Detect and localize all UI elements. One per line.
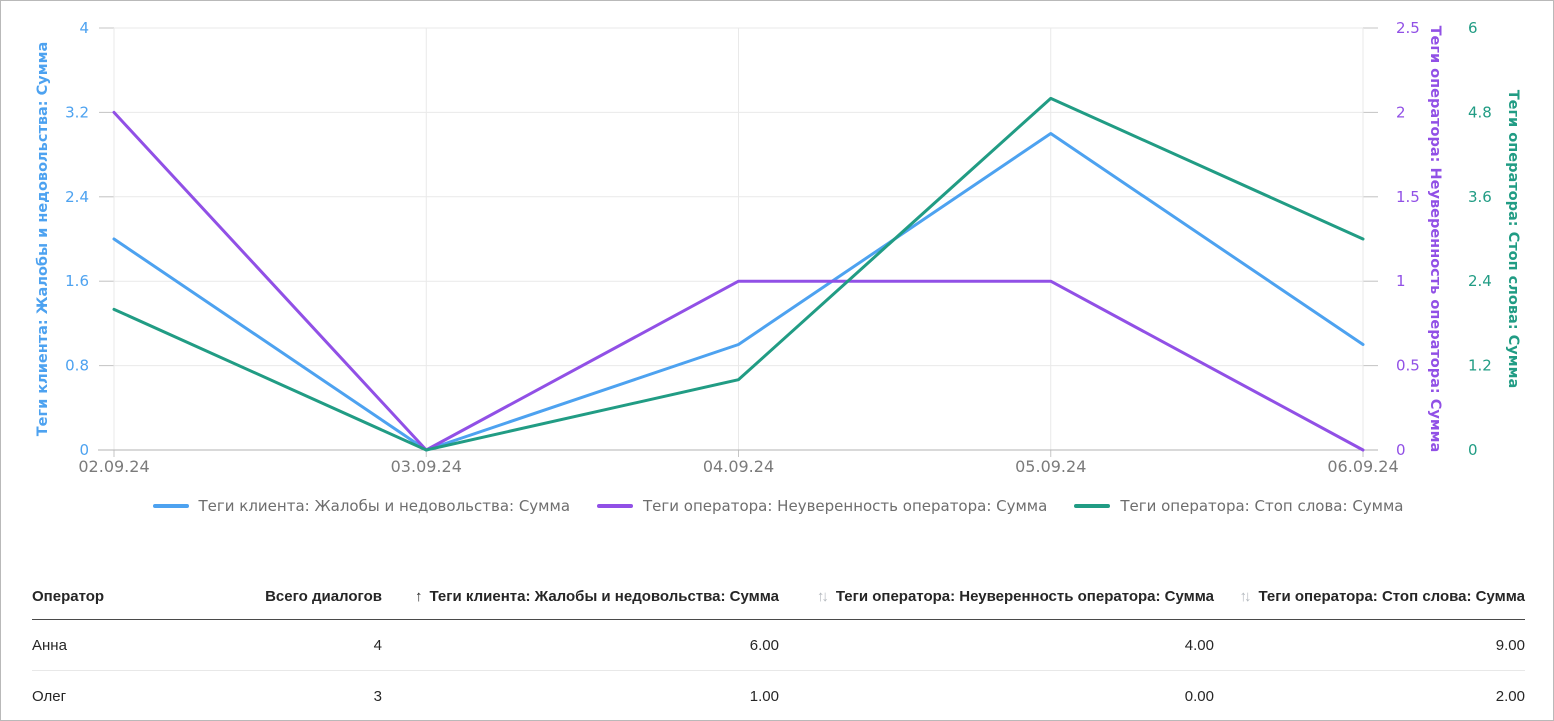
operator-name-cell: Олег bbox=[32, 687, 67, 705]
column-header-label: Теги клиента: Жалобы и недовольства: Сум… bbox=[429, 587, 779, 605]
y-tick-label-right-2: 6 bbox=[1468, 19, 1478, 37]
x-tick-label: 05.09.24 bbox=[1015, 457, 1086, 476]
y-tick-label-right-1: 1.5 bbox=[1396, 188, 1420, 206]
sort-icon: ↑↓ bbox=[1239, 587, 1252, 605]
table-row: Анна 4 6.00 4.00 9.00 bbox=[32, 620, 1525, 671]
column-header[interactable]: Оператор bbox=[32, 573, 262, 619]
series-line bbox=[112, 110, 1365, 452]
y-tick-label-right-2: 4.8 bbox=[1468, 103, 1492, 121]
legend-label: Теги оператора: Стоп слова: Сумма bbox=[1120, 497, 1404, 515]
y-tick-label-left: 1.6 bbox=[65, 272, 89, 290]
y-tick-label-left: 2.4 bbox=[65, 188, 89, 206]
operator-name-cell: Анна bbox=[32, 636, 67, 654]
column-header[interactable]: Всего диалогов bbox=[262, 573, 382, 619]
series-line bbox=[112, 96, 1365, 452]
value-cell: 6.00 bbox=[749, 636, 779, 654]
y-tick-label-right-1: 2 bbox=[1396, 103, 1406, 121]
column-header[interactable]: ↑ Теги клиента: Жалобы и недовольства: Су… bbox=[382, 573, 779, 619]
x-tick-label: 02.09.24 bbox=[78, 457, 149, 476]
sort-icon: ↑↓ bbox=[816, 587, 829, 605]
value-cell: 1.00 bbox=[749, 687, 779, 705]
table-row: Олег 3 1.00 0.00 2.00 bbox=[32, 671, 1525, 720]
column-header[interactable]: ↑↓ Теги оператора: Неуверенность оператор… bbox=[779, 573, 1214, 619]
legend-item[interactable]: Теги оператора: Стоп слова: Сумма bbox=[1074, 497, 1404, 515]
x-tick-label: 06.09.24 bbox=[1327, 457, 1398, 476]
x-tick-label: 03.09.24 bbox=[391, 457, 462, 476]
y-tick-label-right-2: 1.2 bbox=[1468, 357, 1492, 375]
y-axis-title-left: Теги клиента: Жалобы и недовольства: Сум… bbox=[35, 41, 51, 437]
column-header-label: Всего диалогов bbox=[265, 587, 382, 605]
operators-table: Оператор Всего диалогов ↑ Теги клиента: Жал… bbox=[1, 573, 1553, 720]
y-axis-title-right-1: Теги оператора: Неуверенность оператора:… bbox=[1427, 25, 1443, 453]
table-body: Анна 4 6.00 4.00 9.00 Олег 3 1.00 0.00 2.00 bbox=[32, 620, 1525, 720]
y-tick-label-left: 0 bbox=[79, 441, 89, 459]
chart-plot-area: 0 0 0 0.8 0.5 1.2 1.6 1 2.4 2.4 1.5 3.6 3.2 2 4.8 4 2.5 6… bbox=[65, 19, 1492, 476]
y-axis-title-right-2: Теги оператора: Стоп слова: Сумма bbox=[1505, 89, 1521, 389]
y-tick-label-right-2: 0 bbox=[1468, 441, 1478, 459]
multi-axis-line-chart: 0 0 0 0.8 0.5 1.2 1.6 1 2.4 2.4 1.5 3.6 3.2 2 4.8 4 2.5 6… bbox=[1, 1, 1553, 546]
y-tick-label-right-1: 1 bbox=[1396, 272, 1406, 290]
series-line bbox=[112, 132, 1365, 452]
legend-label: Теги клиента: Жалобы и недовольства: Сум… bbox=[198, 497, 571, 515]
y-tick-label-right-2: 3.6 bbox=[1468, 188, 1492, 206]
legend-label: Теги оператора: Неуверенность оператора:… bbox=[643, 497, 1048, 515]
y-tick-label-right-2: 2.4 bbox=[1468, 272, 1492, 290]
y-tick-label-left: 0.8 bbox=[65, 357, 89, 375]
column-header-label: Оператор bbox=[32, 587, 105, 605]
legend-item[interactable]: Теги клиента: Жалобы и недовольства: Сум… bbox=[152, 497, 571, 515]
value-cell: 3 bbox=[373, 687, 382, 705]
value-cell: 0.00 bbox=[1184, 687, 1214, 705]
column-header-label: Теги оператора: Неуверенность оператора:… bbox=[835, 587, 1214, 605]
table-header-row: Оператор Всего диалогов ↑ Теги клиента: Жал… bbox=[32, 573, 1525, 620]
value-cell: 9.00 bbox=[1495, 636, 1525, 654]
y-tick-label-right-1: 2.5 bbox=[1396, 19, 1420, 37]
y-tick-label-left: 4 bbox=[79, 19, 89, 37]
chart-legend: Теги клиента: Жалобы и недовольства: Сум… bbox=[1, 497, 1553, 515]
legend-swatch-line bbox=[1074, 504, 1111, 508]
sort-asc-icon: ↑ bbox=[415, 587, 423, 605]
y-tick-label-right-1: 0 bbox=[1396, 441, 1406, 459]
value-cell: 2.00 bbox=[1495, 687, 1525, 705]
value-cell: 4 bbox=[373, 636, 382, 654]
legend-swatch-line bbox=[597, 504, 634, 508]
y-tick-label-left: 3.2 bbox=[65, 103, 89, 121]
value-cell: 4.00 bbox=[1184, 636, 1214, 654]
legend-swatch-line bbox=[152, 504, 189, 508]
legend-item[interactable]: Теги оператора: Неуверенность оператора:… bbox=[597, 497, 1047, 515]
column-header[interactable]: ↑↓ Теги оператора: Стоп слова: Сумма bbox=[1214, 573, 1526, 619]
y-tick-label-right-1: 0.5 bbox=[1396, 357, 1420, 375]
x-tick-label: 04.09.24 bbox=[703, 457, 774, 476]
column-header-label: Теги оператора: Стоп слова: Сумма bbox=[1258, 587, 1526, 605]
